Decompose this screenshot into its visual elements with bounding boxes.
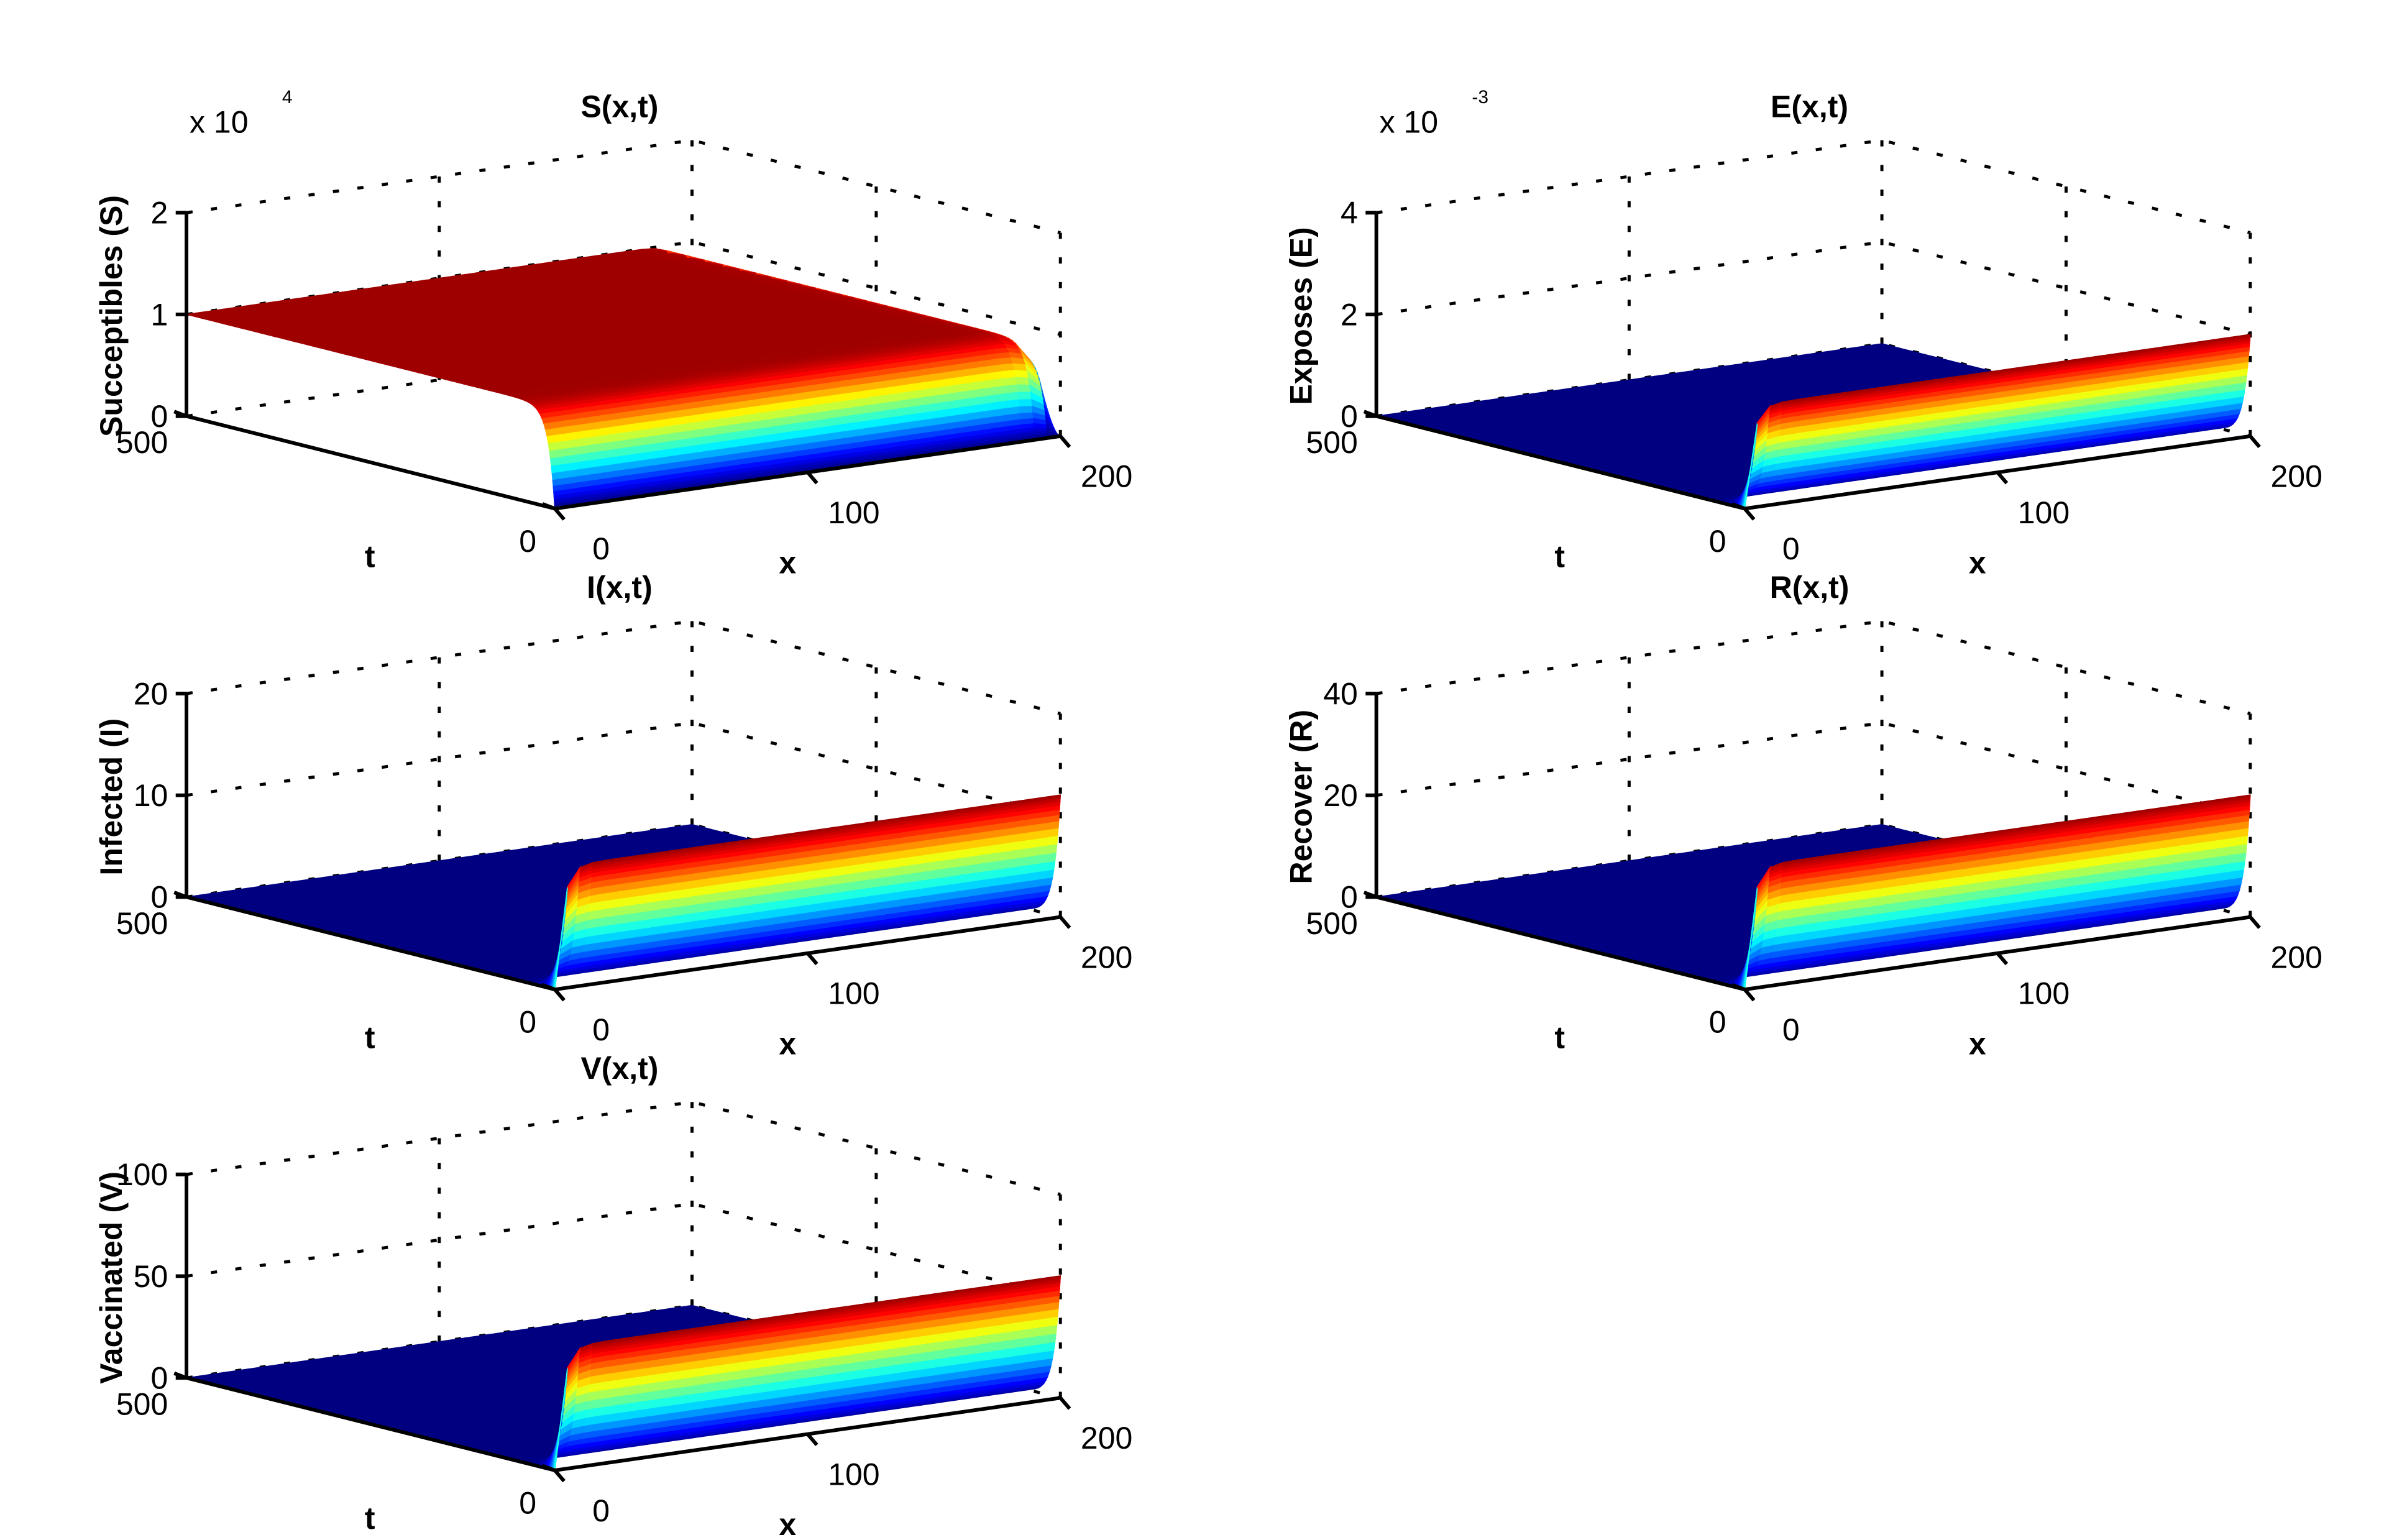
exponent-label: x 10 xyxy=(190,104,249,139)
t-tick-label: 500 xyxy=(116,1387,168,1422)
t-axis-label: t xyxy=(1554,539,1565,574)
t-tick-label: 500 xyxy=(1306,425,1357,460)
z-tick-label: 0 xyxy=(1341,399,1358,434)
exponent-label: x 10 xyxy=(1380,104,1439,139)
x-axis-label: x xyxy=(1969,1026,1986,1061)
z-tick-label: 50 xyxy=(134,1259,168,1294)
t-axis-label: t xyxy=(1554,1020,1565,1055)
axes-lines xyxy=(1363,211,2261,521)
surface-mesh xyxy=(186,794,1061,991)
surface-mesh xyxy=(1376,794,2251,991)
plot-title: V(x,t) xyxy=(580,1051,658,1086)
z-tick-label: 20 xyxy=(1323,778,1358,813)
z-tick-label: 0 xyxy=(151,880,168,915)
t-tick-label: 0 xyxy=(519,524,536,559)
z-axis-label: Infected (I) xyxy=(94,718,129,876)
z-tick-label: 0 xyxy=(151,399,168,434)
x-tick-label: 100 xyxy=(2018,976,2070,1011)
x-tick-label: 0 xyxy=(592,531,610,566)
axes-box xyxy=(186,619,1062,919)
x-tick-label: 200 xyxy=(2270,940,2322,974)
z-axis-label: Vaccinated (V) xyxy=(94,1171,129,1384)
z-tick-label: 0 xyxy=(1341,880,1358,915)
z-tick-label: 10 xyxy=(134,778,168,813)
axes-lines xyxy=(173,211,1071,521)
plot-title: R(x,t) xyxy=(1770,570,1850,605)
z-tick-label: 2 xyxy=(1341,297,1358,332)
x-tick-label: 0 xyxy=(592,1493,610,1528)
t-tick-label: 500 xyxy=(116,906,168,941)
exponent-power: 4 xyxy=(282,87,293,108)
x-tick-label: 200 xyxy=(1081,940,1132,974)
z-tick-label: 1 xyxy=(151,297,168,332)
surface-mesh xyxy=(186,248,1061,510)
t-tick-label: 0 xyxy=(1709,524,1726,559)
x-tick-label: 200 xyxy=(1081,459,1132,494)
exponent-power: -3 xyxy=(1472,87,1488,108)
plot-title: S(x,t) xyxy=(580,89,658,124)
z-tick-label: 100 xyxy=(116,1157,168,1192)
axes-lines xyxy=(173,692,1071,1002)
surface-mesh xyxy=(1376,334,2251,510)
x-axis-label: x xyxy=(1969,546,1986,580)
x-tick-label: 0 xyxy=(592,1012,610,1047)
z-tick-label: 20 xyxy=(134,676,168,711)
x-tick-label: 100 xyxy=(828,1457,879,1492)
t-tick-label: 0 xyxy=(519,1005,536,1040)
z-tick-label: 40 xyxy=(1323,676,1358,711)
t-axis-label: t xyxy=(365,539,375,574)
x-tick-label: 200 xyxy=(1081,1421,1132,1455)
z-tick-label: 0 xyxy=(151,1360,168,1395)
x-tick-label: 100 xyxy=(828,976,879,1011)
t-tick-label: 0 xyxy=(519,1485,536,1520)
x-tick-label: 100 xyxy=(828,495,879,530)
t-tick-label: 0 xyxy=(1709,1005,1726,1040)
x-axis-label: x xyxy=(779,1026,796,1061)
z-tick-label: 4 xyxy=(1341,196,1358,231)
z-axis-label: Exposes (E) xyxy=(1283,227,1318,405)
x-tick-label: 0 xyxy=(1782,531,1800,566)
axes-box xyxy=(1376,619,2252,919)
x-axis-label: x xyxy=(779,1507,796,1540)
x-axis-label: x xyxy=(779,546,796,580)
t-axis-label: t xyxy=(365,1501,375,1536)
x-tick-label: 200 xyxy=(2270,459,2322,494)
z-axis-label: Succeptibles (S) xyxy=(94,195,129,437)
axes-box xyxy=(186,1100,1062,1400)
z-axis-label: Recover (R) xyxy=(1283,710,1318,884)
plot-title: I(x,t) xyxy=(587,570,653,605)
x-tick-label: 100 xyxy=(2018,495,2070,530)
x-tick-label: 0 xyxy=(1782,1012,1800,1047)
t-tick-label: 500 xyxy=(116,425,168,460)
axes-lines xyxy=(173,1172,1071,1483)
axes-lines xyxy=(1363,692,2261,1002)
z-tick-label: 2 xyxy=(151,196,168,231)
surface-mesh xyxy=(186,1275,1061,1471)
t-tick-label: 500 xyxy=(1306,906,1357,941)
plot-title: E(x,t) xyxy=(1771,89,1848,124)
t-axis-label: t xyxy=(365,1020,375,1055)
